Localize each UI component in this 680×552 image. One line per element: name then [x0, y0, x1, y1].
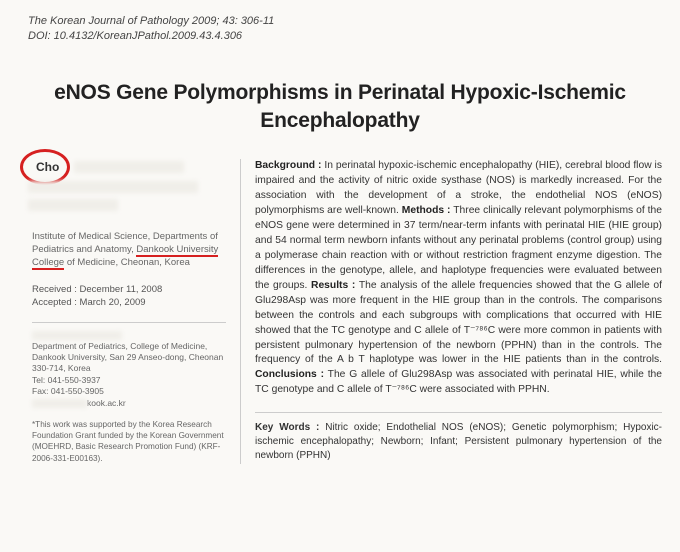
accepted-date: March 20, 2009	[80, 297, 146, 308]
methods-label: Methods :	[402, 205, 451, 216]
keywords: Key Words : Nitric oxide; Endothelial NO…	[255, 421, 662, 463]
left-column: Cho Institute of Medical Science, Depart…	[18, 159, 240, 463]
corr-tel: Tel: 041-550-3937	[32, 375, 226, 386]
right-column: Background : In perinatal hypoxic-ischem…	[240, 159, 662, 463]
redacted-block	[32, 399, 87, 408]
corr-address: Department of Pediatrics, College of Med…	[32, 341, 226, 375]
dates-block: Received : December 11, 2008 Accepted : …	[32, 284, 226, 310]
aff-rest: of Medicine, Cheonan, Korea	[67, 257, 190, 268]
corr-fax: Fax: 041-550-3905	[32, 386, 226, 397]
results-label: Results :	[311, 280, 355, 291]
redacted-block	[28, 181, 198, 193]
journal-line: The Korean Journal of Pathology 2009; 43…	[28, 14, 680, 29]
received-label: Received :	[32, 284, 77, 295]
keywords-label: Key Words :	[255, 422, 319, 433]
redacted-block	[32, 331, 122, 340]
redacted-block	[74, 161, 184, 173]
funding-note: *This work was supported by the Korea Re…	[32, 419, 226, 463]
correspondence: Department of Pediatrics, College of Med…	[32, 331, 226, 410]
received-date: December 11, 2008	[80, 284, 163, 295]
journal-header: The Korean Journal of Pathology 2009; 43…	[0, 0, 680, 51]
conclusions-label: Conclusions :	[255, 369, 324, 380]
article-title: eNOS Gene Polymorphisms in Perinatal Hyp…	[40, 79, 640, 136]
affiliation: Institute of Medical Science, Department…	[32, 231, 226, 269]
divider	[32, 322, 226, 323]
red-circle-annotation	[20, 149, 70, 185]
accepted-label: Accepted :	[32, 297, 77, 308]
background-label: Background :	[255, 160, 321, 171]
corr-email-tail: kook.ac.kr	[87, 398, 126, 408]
methods-text: Three clinically relevant polymorphisms …	[255, 205, 662, 291]
title-block: eNOS Gene Polymorphisms in Perinatal Hyp…	[0, 51, 680, 160]
aff-depts: Pediatrics and Anatomy,	[32, 244, 136, 255]
results-text: The analysis of the allele frequencies s…	[255, 280, 662, 366]
abstract: Background : In perinatal hypoxic-ischem…	[255, 159, 662, 398]
divider	[255, 412, 662, 413]
doi-line: DOI: 10.4132/KoreanJPathol.2009.43.4.306	[28, 29, 680, 44]
redacted-block	[28, 199, 118, 211]
aff-intro: Institute of Medical Science, Department…	[32, 231, 218, 242]
author-block: Cho	[32, 159, 226, 223]
